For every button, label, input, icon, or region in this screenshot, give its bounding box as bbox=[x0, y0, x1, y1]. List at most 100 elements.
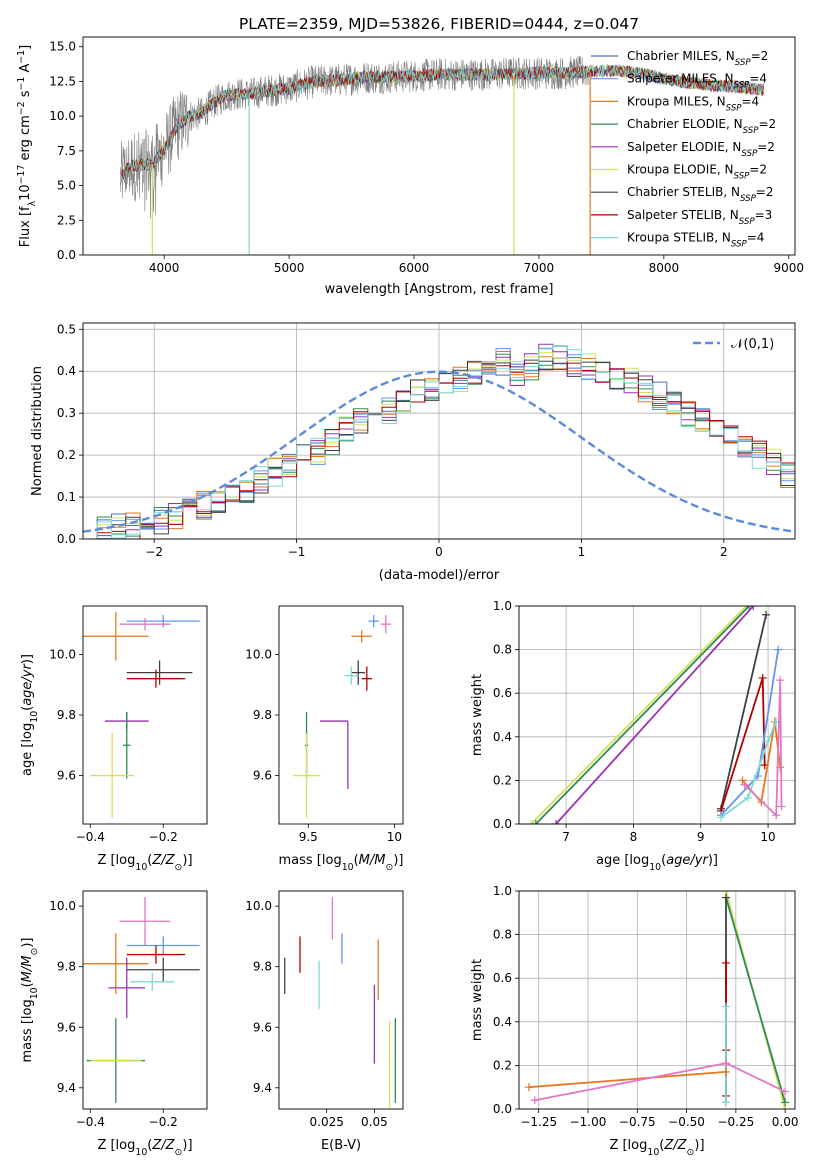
x-tick-label: 9.5 bbox=[299, 830, 318, 844]
error-bar-point bbox=[126, 669, 186, 688]
weight-series-1 bbox=[725, 897, 786, 1103]
y-axis-label: mass weight bbox=[470, 674, 485, 756]
y-axis-label: Normed distribution bbox=[30, 366, 45, 496]
x-tick-label: −1.00 bbox=[570, 1115, 607, 1129]
y-tick-label: 10.0 bbox=[245, 899, 272, 913]
plot-frame bbox=[518, 890, 796, 1110]
x-axis-label: Z [log10(Z/Z⊙)] bbox=[97, 853, 192, 873]
y-tick-label: 0.2 bbox=[493, 1058, 512, 1072]
weight-marker bbox=[774, 645, 783, 654]
age-vs-z-panel: −0.4 −0.2 9.6 9.8 10.0 Z [log10(Z/Z⊙)] age [lo… bbox=[20, 605, 208, 873]
y-tick-label: 1.0 bbox=[493, 884, 512, 898]
y-tick-label: 2.5 bbox=[57, 213, 76, 227]
y-tick-label: 0.4 bbox=[493, 730, 512, 744]
y-tick-label: 9.6 bbox=[57, 769, 76, 783]
weight-marker bbox=[749, 606, 758, 610]
weight-series-0 bbox=[530, 606, 748, 824]
error-bar-point bbox=[126, 945, 186, 964]
legend-label: Chabrier ELODIE, NSSP=2 bbox=[627, 117, 776, 136]
x-tick-label: 0 bbox=[435, 545, 443, 559]
y-axis-label: mass weight bbox=[470, 959, 485, 1041]
weight-marker bbox=[531, 820, 540, 824]
weight-marker bbox=[722, 1002, 730, 1011]
x-tick-label: 7000 bbox=[524, 261, 555, 275]
x-tick-label: 10 bbox=[760, 830, 775, 844]
weight-marker bbox=[745, 606, 754, 610]
y-axis-label: Flux [fλ10−17 erg cm−2 s−1 A−1] bbox=[16, 45, 38, 247]
error-bar-point bbox=[83, 933, 149, 994]
y-tick-label: 9.6 bbox=[57, 1020, 76, 1034]
y-tick-label: 0.0 bbox=[57, 248, 76, 262]
model-spectrum-8 bbox=[120, 63, 764, 185]
x-tick-label: 7 bbox=[562, 830, 570, 844]
y-tick-label: 10.0 bbox=[49, 899, 76, 913]
legend-label: Kroupa STELIB, NSSP=4 bbox=[627, 231, 764, 250]
y-tick-label: 9.8 bbox=[57, 960, 76, 974]
x-tick-label: 4000 bbox=[149, 261, 180, 275]
x-tick-label: −0.4 bbox=[76, 830, 105, 844]
y-tick-label: 9.8 bbox=[253, 960, 272, 974]
y-tick-label: 0.6 bbox=[493, 686, 512, 700]
x-tick-label: −0.25 bbox=[717, 1115, 754, 1129]
y-tick-label: 0.0 bbox=[493, 817, 512, 831]
x-tick-label: −1 bbox=[288, 545, 306, 559]
weight-vs-z-plot-area bbox=[524, 891, 790, 1109]
error-bar-point bbox=[126, 957, 200, 982]
weight-marker bbox=[781, 1098, 790, 1107]
weight-series-6 bbox=[534, 1062, 786, 1102]
plot-frame bbox=[278, 605, 404, 825]
y-tick-label: 0.5 bbox=[57, 322, 76, 336]
weight-marker bbox=[527, 820, 536, 824]
y-tick-label: 0.2 bbox=[493, 773, 512, 787]
error-bar-point bbox=[119, 618, 171, 631]
weight-marker bbox=[722, 1098, 730, 1107]
y-tick-label: 7.5 bbox=[57, 144, 76, 158]
residual-histogram-6 bbox=[83, 359, 795, 539]
y-axis-label: age [log10(age/yr)] bbox=[20, 654, 40, 776]
legend-label: Salpeter STELIB, NSSP=3 bbox=[627, 208, 772, 227]
weight-vs-age-panel: 7 8 9 10 0.0 0.2 0.4 0.6 0.8 1.0 age [log10(age/yr… bbox=[470, 599, 796, 873]
x-tick-label: 10 bbox=[387, 830, 402, 844]
x-axis-label: Z [log10(Z/Z⊙)] bbox=[609, 1138, 704, 1158]
weight-marker bbox=[764, 737, 773, 746]
plot-frame bbox=[82, 890, 208, 1110]
x-tick-label: −0.50 bbox=[668, 1115, 705, 1129]
weight-marker bbox=[743, 793, 752, 802]
y-tick-label: 0.6 bbox=[493, 971, 512, 985]
y-tick-label: 12.5 bbox=[49, 74, 76, 88]
y-tick-label: 0.3 bbox=[57, 406, 76, 420]
error-bar-point bbox=[126, 660, 193, 685]
residuals-plot-area bbox=[83, 343, 795, 539]
y-tick-label: 15.0 bbox=[49, 40, 76, 54]
x-tick-label: 1 bbox=[578, 545, 586, 559]
error-bar-point bbox=[351, 660, 366, 685]
y-tick-label: 0.4 bbox=[57, 364, 76, 378]
weight-marker bbox=[722, 958, 730, 967]
weight-series-3 bbox=[720, 614, 767, 809]
x-axis-label: age [log10(age/yr)] bbox=[596, 853, 718, 873]
y-tick-label: 0.1 bbox=[57, 490, 76, 504]
x-tick-label: −0.75 bbox=[619, 1115, 656, 1129]
error-bar-point bbox=[119, 897, 171, 946]
weight-vs-age-plot-area bbox=[527, 606, 786, 824]
x-axis-label: wavelength [Angstrom, rest frame] bbox=[325, 282, 554, 297]
legend-label: Chabrier MILES, NSSP=2 bbox=[627, 49, 768, 68]
x-axis-label: Z [log10(Z/Z⊙)] bbox=[97, 1138, 192, 1158]
x-tick-label: 8000 bbox=[649, 261, 680, 275]
weight-marker bbox=[758, 673, 767, 682]
weight-marker bbox=[772, 811, 781, 820]
error-bar-point bbox=[380, 615, 391, 634]
weight-series-1 bbox=[535, 606, 750, 824]
x-tick-label: 2 bbox=[720, 545, 728, 559]
x-tick-label: −2 bbox=[145, 545, 163, 559]
spectrum-panel: 4000 5000 6000 7000 8000 9000 0.0 2.5 5.0 7.5 10.0… bbox=[16, 36, 804, 297]
plot-frame bbox=[82, 605, 208, 825]
panels: 4000 5000 6000 7000 8000 90000.02.55.07.510.0… bbox=[16, 36, 804, 1158]
x-tick-label: 0.00 bbox=[772, 1115, 799, 1129]
error-bar-point bbox=[368, 615, 379, 628]
x-tick-label: 0.05 bbox=[361, 1115, 388, 1129]
residuals-panel: −2 −1 0 1 2 0.0 0.1 0.2 0.3 0.4 0.5 (data-model)/er… bbox=[30, 322, 796, 583]
weight-marker bbox=[776, 676, 785, 685]
weight-marker bbox=[738, 776, 747, 785]
x-tick-label: −0.4 bbox=[76, 1115, 105, 1129]
